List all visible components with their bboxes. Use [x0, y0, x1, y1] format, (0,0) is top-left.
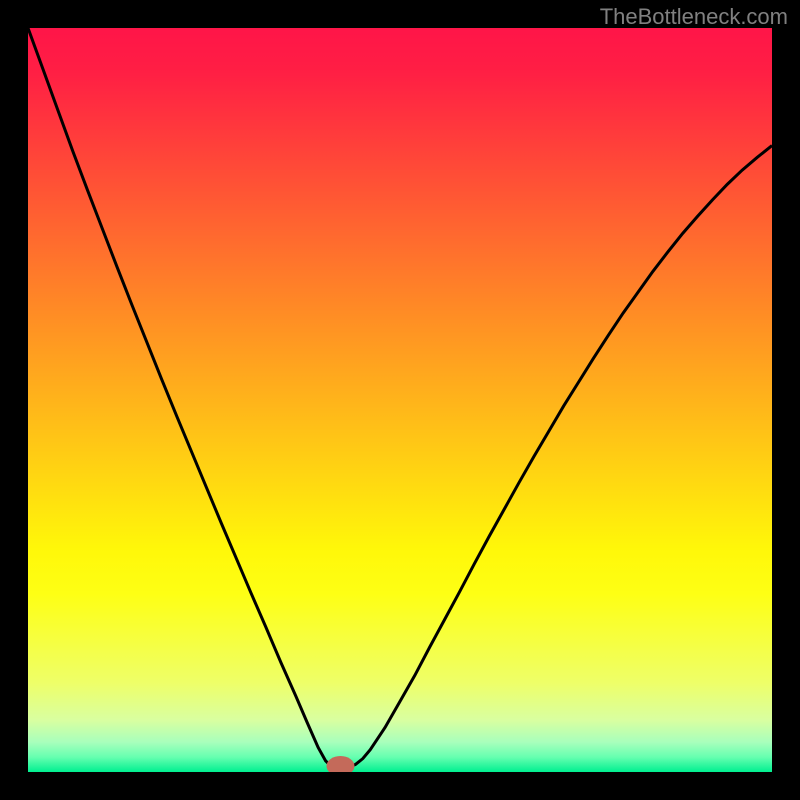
gradient-background [28, 28, 772, 772]
bottleneck-chart [0, 0, 800, 800]
chart-container: TheBottleneck.com [0, 0, 800, 800]
watermark-text: TheBottleneck.com [600, 4, 788, 30]
